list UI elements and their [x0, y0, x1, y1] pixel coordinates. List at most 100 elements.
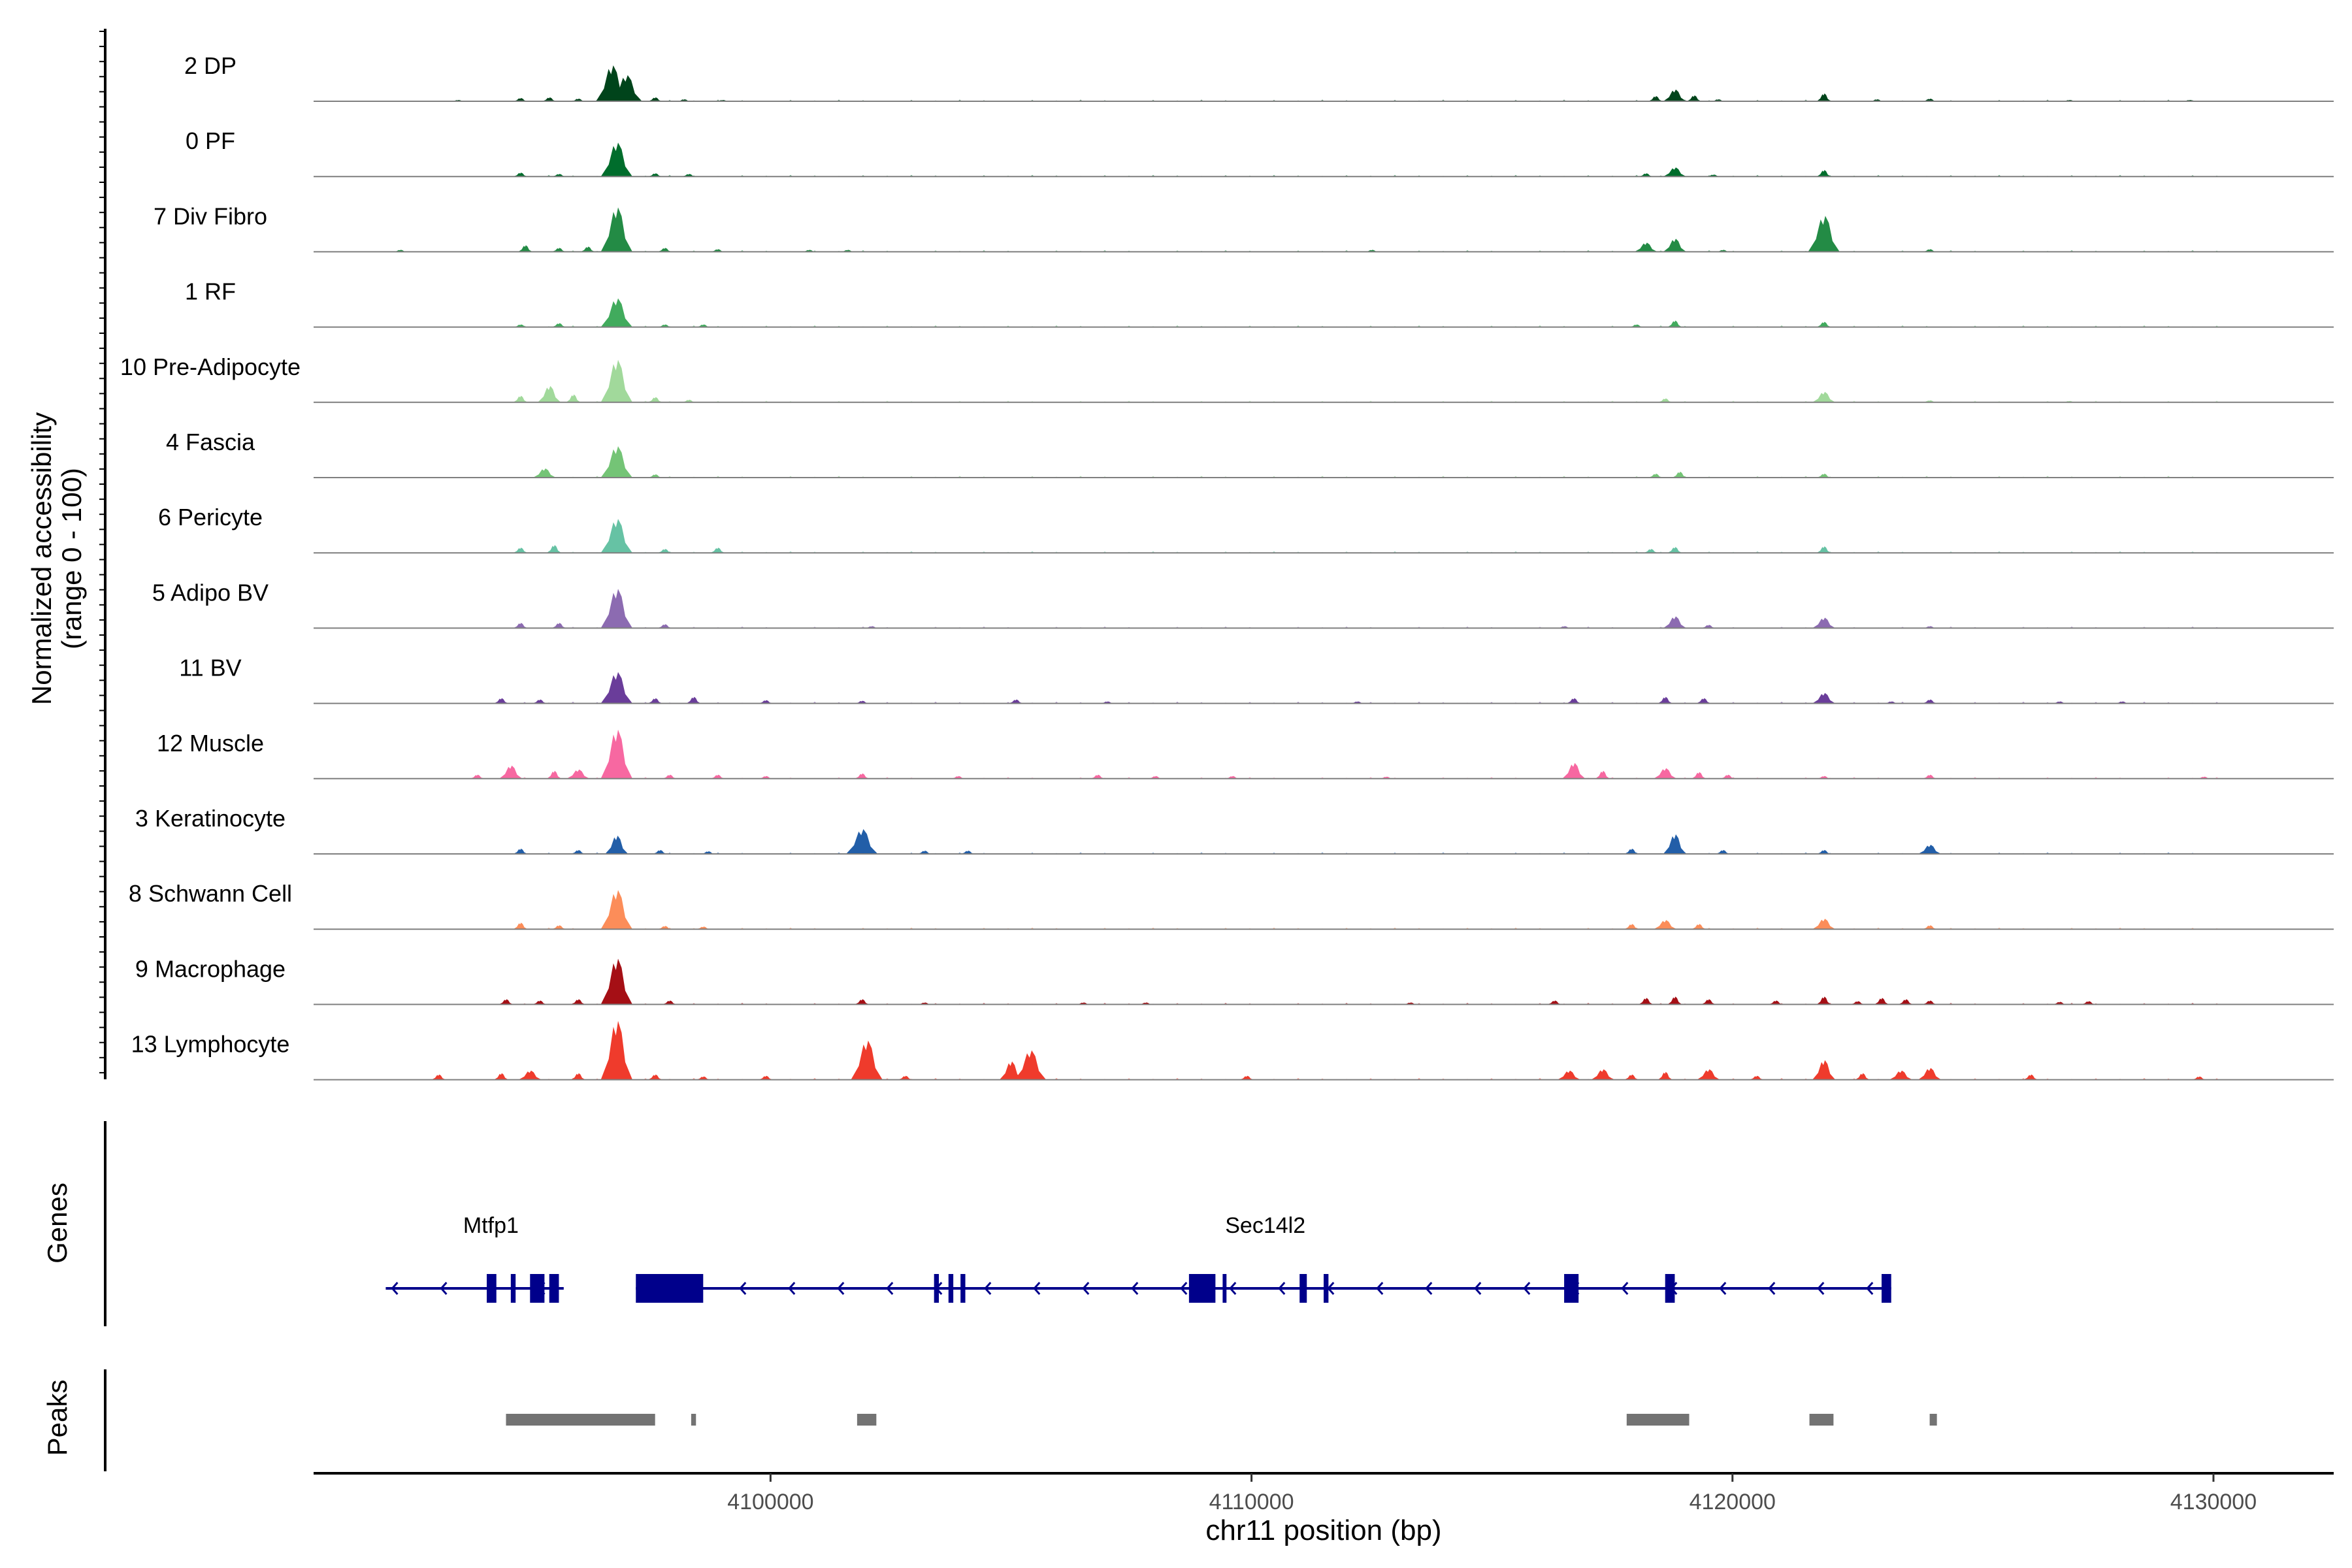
peak-region [857, 1414, 877, 1426]
strand-arrow [1376, 1282, 1384, 1295]
coverage-background [523, 927, 2219, 930]
coverage-background [523, 250, 2219, 252]
track-12: 8 Schwann Cell [129, 880, 2334, 930]
coverage-peak [547, 770, 562, 779]
coverage-background [523, 1002, 2219, 1005]
track-11: 3 Keratinocyte [135, 805, 2334, 855]
coverage-peak [532, 468, 556, 478]
track-label: 10 Pre-Adipocyte [120, 353, 301, 380]
coverage-peak [1716, 850, 1731, 854]
coverage-peak [532, 699, 547, 704]
coverage-peak [513, 98, 528, 101]
coverage-background [523, 174, 2219, 177]
coverage-peak [1808, 216, 1840, 252]
track-1: 2 DP [184, 52, 2334, 102]
track-4: 1 RF [185, 278, 2334, 328]
coverage-peak [1816, 546, 1831, 553]
coverage-background [523, 400, 2219, 402]
coverage-peak [1658, 1071, 1673, 1080]
coverage-peak [494, 1073, 509, 1080]
track-label: 3 Keratinocyte [135, 805, 286, 832]
peaks-track [104, 1369, 1937, 1471]
coverage-peak [647, 173, 662, 177]
coverage-peak [657, 549, 672, 553]
coverage-peak [1667, 996, 1682, 1005]
coverage-peak [647, 97, 662, 101]
coverage-peak [1686, 95, 1701, 101]
coverage-peak [517, 245, 532, 252]
gene-exon [636, 1274, 704, 1303]
coverage-peak [1889, 1070, 1913, 1080]
track-label: 5 Adipo BV [152, 579, 269, 606]
coverage-peak [513, 547, 528, 553]
coverage-peak [1691, 924, 1707, 930]
coverage-peak [600, 729, 632, 779]
gene-exon [1665, 1274, 1675, 1303]
gene-exon [1222, 1274, 1227, 1303]
coverage-peak [1624, 1074, 1639, 1080]
gene-exon [948, 1274, 954, 1303]
coverage-peak [580, 246, 595, 252]
track-10: 12 Muscle [157, 729, 2334, 779]
coverage-peak [1090, 774, 1105, 779]
coverage-peak [570, 999, 585, 1005]
coverage-peak [2191, 1076, 2206, 1080]
gene-exon [530, 1274, 545, 1303]
coverage-peak [600, 446, 632, 478]
coverage-peak [647, 1074, 662, 1080]
x-tick-label: 4120000 [1690, 1490, 1776, 1514]
y-axis [99, 29, 106, 1079]
coverage-peak [1922, 1000, 1937, 1005]
coverage-peak [1816, 996, 1831, 1005]
coverage-peak [551, 623, 566, 629]
x-tick-label: 4100000 [727, 1490, 813, 1514]
coverage-peak [1648, 474, 1663, 478]
coverage-peak [1663, 616, 1687, 629]
strand-arrow [1229, 1282, 1237, 1295]
coverage-peak [1648, 96, 1663, 101]
coverage-peak [1658, 398, 1673, 402]
track-label: 0 PF [186, 127, 235, 154]
strand-arrow [1866, 1282, 1874, 1295]
coverage-peak [647, 397, 662, 402]
coverage-peak [647, 698, 662, 704]
track-label: 6 Pericyte [158, 504, 263, 531]
strand-arrow [1817, 1282, 1825, 1295]
coverage-peak [1595, 770, 1610, 779]
coverage-peak [686, 696, 701, 704]
coverage-peak [710, 774, 725, 779]
coverage-peak [1663, 90, 1687, 101]
coverage-peak [647, 474, 662, 478]
coverage-peak [1634, 242, 1658, 252]
peak-region [1626, 1414, 1690, 1426]
gene-exon [549, 1274, 559, 1303]
coverage-peak [1547, 1000, 1562, 1005]
coverage-peak [855, 999, 870, 1005]
coverage-peak [600, 207, 632, 252]
strand-arrow [391, 1282, 399, 1295]
coverage-peak [1696, 698, 1711, 704]
coverage-peak [1591, 1069, 1614, 1080]
coverage-peak [1697, 1069, 1720, 1080]
strand-arrow [1131, 1282, 1139, 1295]
strand-arrow [1523, 1282, 1531, 1295]
strand-arrow [788, 1282, 796, 1295]
genes-panel-label: Genes [42, 1183, 73, 1264]
peaks-panel-label: Peaks [42, 1380, 73, 1456]
gene-exon [1564, 1274, 1579, 1303]
coverage-peak [1812, 391, 1836, 402]
coverage-peak [1812, 1060, 1836, 1080]
coverage-peak [657, 926, 672, 930]
gene-exon [1299, 1274, 1307, 1303]
gene-sec14l2: Sec14l2 [636, 1213, 1891, 1303]
track-label: 11 BV [179, 655, 241, 681]
track-label: 13 Lymphocyte [131, 1031, 290, 1058]
coverage-peak [1008, 699, 1023, 704]
coverage-peak [999, 1061, 1023, 1080]
coverage-peak [1672, 472, 1687, 478]
coverage-peak [1624, 924, 1639, 930]
coverage-peak [1812, 617, 1836, 629]
coverage-peak [1918, 1068, 1942, 1080]
coverage-peak [1562, 762, 1586, 779]
